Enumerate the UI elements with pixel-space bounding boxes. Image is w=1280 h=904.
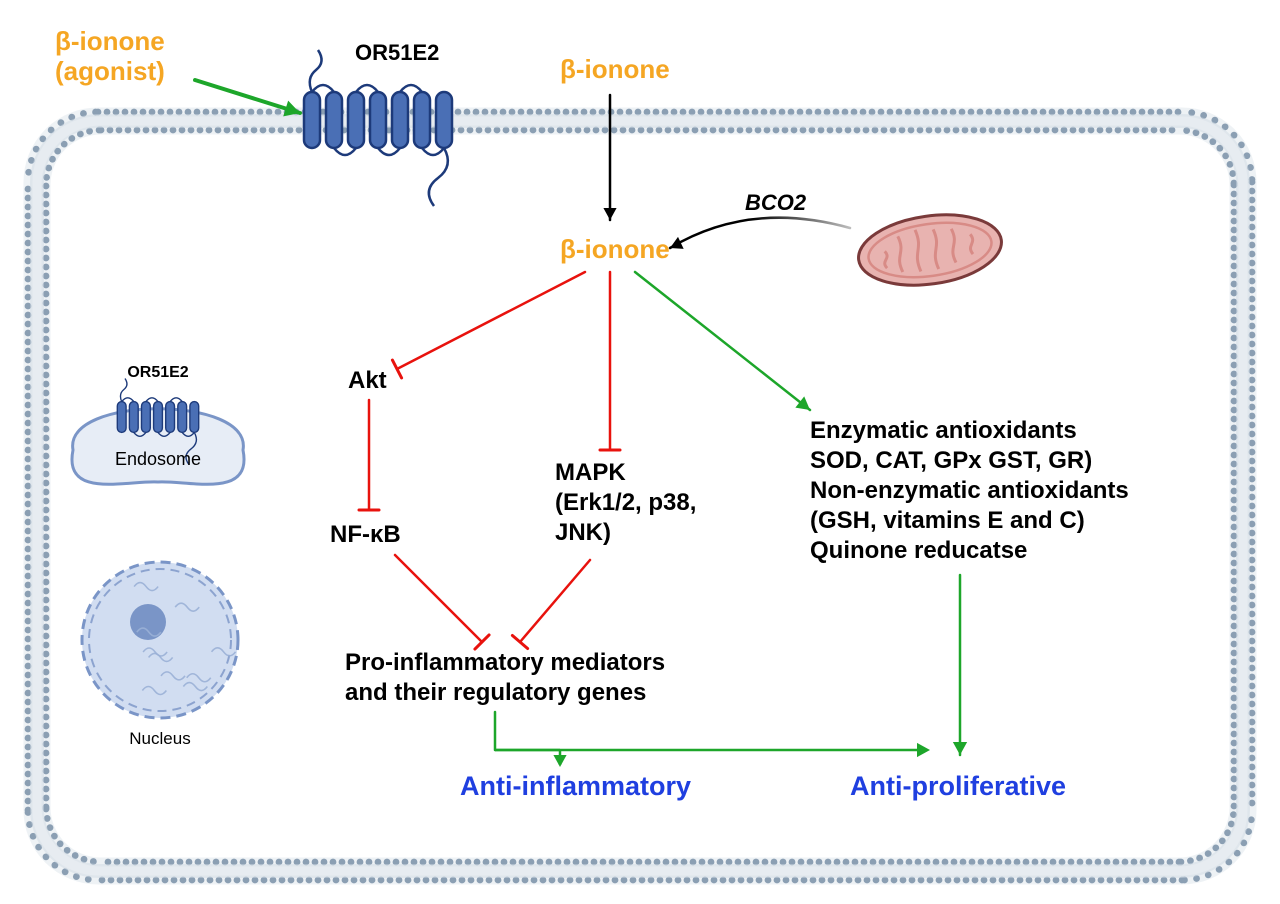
label-or51e2-endosome: OR51E2: [127, 364, 188, 381]
label-nfkb: NF-κB: [330, 521, 401, 548]
label-antiox-l4: (GSH, vitamins E and C): [810, 507, 1085, 534]
label-bco2: BCO2: [745, 190, 807, 215]
label-antiox-l2: SOD, CAT, GPx GST, GR): [810, 447, 1092, 474]
label-proinfl-l2: and their regulatory genes: [345, 679, 646, 706]
label-or51e2-top: OR51E2: [355, 40, 439, 65]
label-bionone-agonist-l1: β-ionone: [55, 26, 165, 56]
label-anti-inflammatory: Anti-inflammatory: [460, 771, 691, 801]
label-nucleus: Nucleus: [129, 729, 190, 748]
label-bionone-top: β-ionone: [560, 54, 670, 84]
mitochondrion-icon: [854, 206, 1006, 293]
label-mapk-l2: (Erk1/2, p38,: [555, 489, 696, 516]
label-mapk-l3: JNK): [555, 519, 611, 546]
nucleus: [82, 562, 238, 718]
label-bionone-agonist-l2: (agonist): [55, 56, 165, 86]
label-mapk-l1: MAPK: [555, 459, 626, 486]
label-bionone-center: β-ionone: [560, 234, 670, 264]
label-akt: Akt: [348, 367, 387, 394]
label-anti-proliferative: Anti-proliferative: [850, 771, 1066, 801]
label-endosome: Endosome: [115, 449, 201, 469]
label-antiox-l1: Enzymatic antioxidants: [810, 417, 1077, 444]
label-antiox-l3: Non-enzymatic antioxidants: [810, 477, 1129, 504]
receptor-or51e2-membrane: [304, 50, 452, 206]
label-proinfl-l1: Pro-inflammatory mediators: [345, 649, 665, 676]
label-antiox-l5: Quinone reducatse: [810, 537, 1027, 564]
diagram-canvas: OR51E2OR51E2EndosomeNucleusβ-ionone(agon…: [0, 0, 1280, 904]
